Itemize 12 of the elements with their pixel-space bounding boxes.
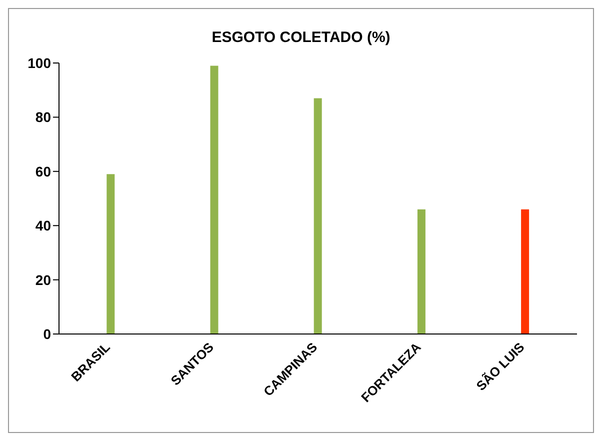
bar <box>417 209 426 334</box>
y-tick-label: 20 <box>35 272 52 288</box>
y-tick-label: 100 <box>28 54 52 71</box>
y-tick-label: 60 <box>35 163 52 180</box>
y-tick-label: 0 <box>43 326 52 342</box>
bar <box>106 174 115 334</box>
chart-title: ESGOTO COLETADO (%) <box>210 29 392 46</box>
bar <box>314 98 322 334</box>
bar <box>210 66 218 334</box>
y-tick-label: 80 <box>35 109 52 126</box>
bar <box>521 209 530 334</box>
y-tick-label: 40 <box>35 218 52 234</box>
